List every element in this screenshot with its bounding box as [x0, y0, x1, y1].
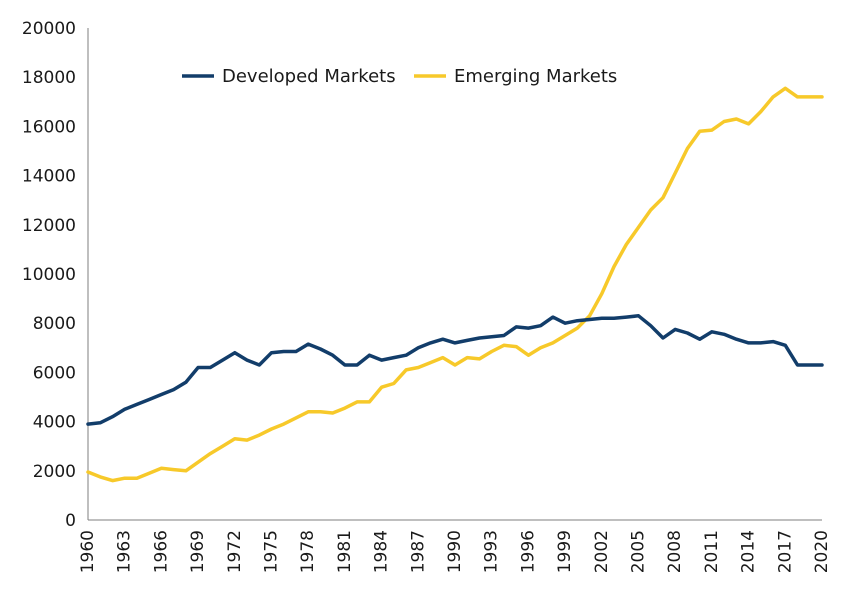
x-tick-label: 1975: [262, 530, 282, 573]
legend-item-developed: Developed Markets: [182, 66, 396, 87]
x-tick-label: 1993: [482, 530, 502, 573]
x-tick-label: 2017: [775, 530, 795, 573]
y-tick-label: 8000: [33, 314, 76, 334]
y-tick-labels: 0 2000 4000 6000 8000 10000 12000 14000 16000 180…: [22, 19, 76, 531]
x-tick-label: 2005: [629, 530, 649, 573]
x-tick-label: 2020: [812, 530, 832, 573]
x-tick-label: 2014: [739, 530, 759, 573]
x-tick-label: 1984: [372, 530, 392, 573]
legend-label-emerging: Emerging Markets: [454, 66, 617, 87]
x-tick-label: 1981: [335, 530, 355, 573]
y-tick-label: 14000: [22, 167, 76, 187]
x-tick-label: 1966: [151, 530, 171, 573]
y-tick-label: 4000: [33, 413, 76, 433]
legend-item-emerging: Emerging Markets: [414, 66, 617, 87]
series-lines: [86, 86, 824, 483]
series-line-developed-markets: [86, 314, 824, 426]
x-tick-label: 2008: [665, 530, 685, 573]
x-tick-label: 1990: [445, 530, 465, 573]
x-tick-label: 2002: [592, 530, 612, 573]
x-tick-label: 1999: [555, 530, 575, 573]
x-tick-label: 2011: [702, 530, 722, 573]
y-tick-label: 10000: [22, 265, 76, 285]
y-tick-label: 20000: [22, 19, 76, 39]
x-tick-label: 1987: [408, 530, 428, 573]
legend: Developed Markets Emerging Markets: [182, 66, 617, 87]
y-tick-label: 12000: [22, 216, 76, 236]
y-tick-label: 16000: [22, 117, 76, 137]
x-tick-label: 1996: [518, 530, 538, 573]
y-tick-label: 0: [65, 511, 76, 531]
x-tick-label: 1978: [298, 530, 318, 573]
x-tick-label: 1960: [78, 530, 98, 573]
x-tick-label: 1969: [188, 530, 208, 573]
x-tick-labels: 1960 1963 1966 1969 1972 1975 1978 1981 1984 1987…: [78, 530, 832, 573]
series-line-emerging-markets: [86, 86, 824, 483]
y-tick-label: 6000: [33, 363, 76, 383]
x-tick-label: 1972: [225, 530, 245, 573]
legend-label-developed: Developed Markets: [222, 66, 396, 87]
y-tick-label: 2000: [33, 462, 76, 482]
x-tick-label: 1963: [115, 530, 135, 573]
y-tick-label: 18000: [22, 68, 76, 88]
axes: [87, 28, 822, 521]
